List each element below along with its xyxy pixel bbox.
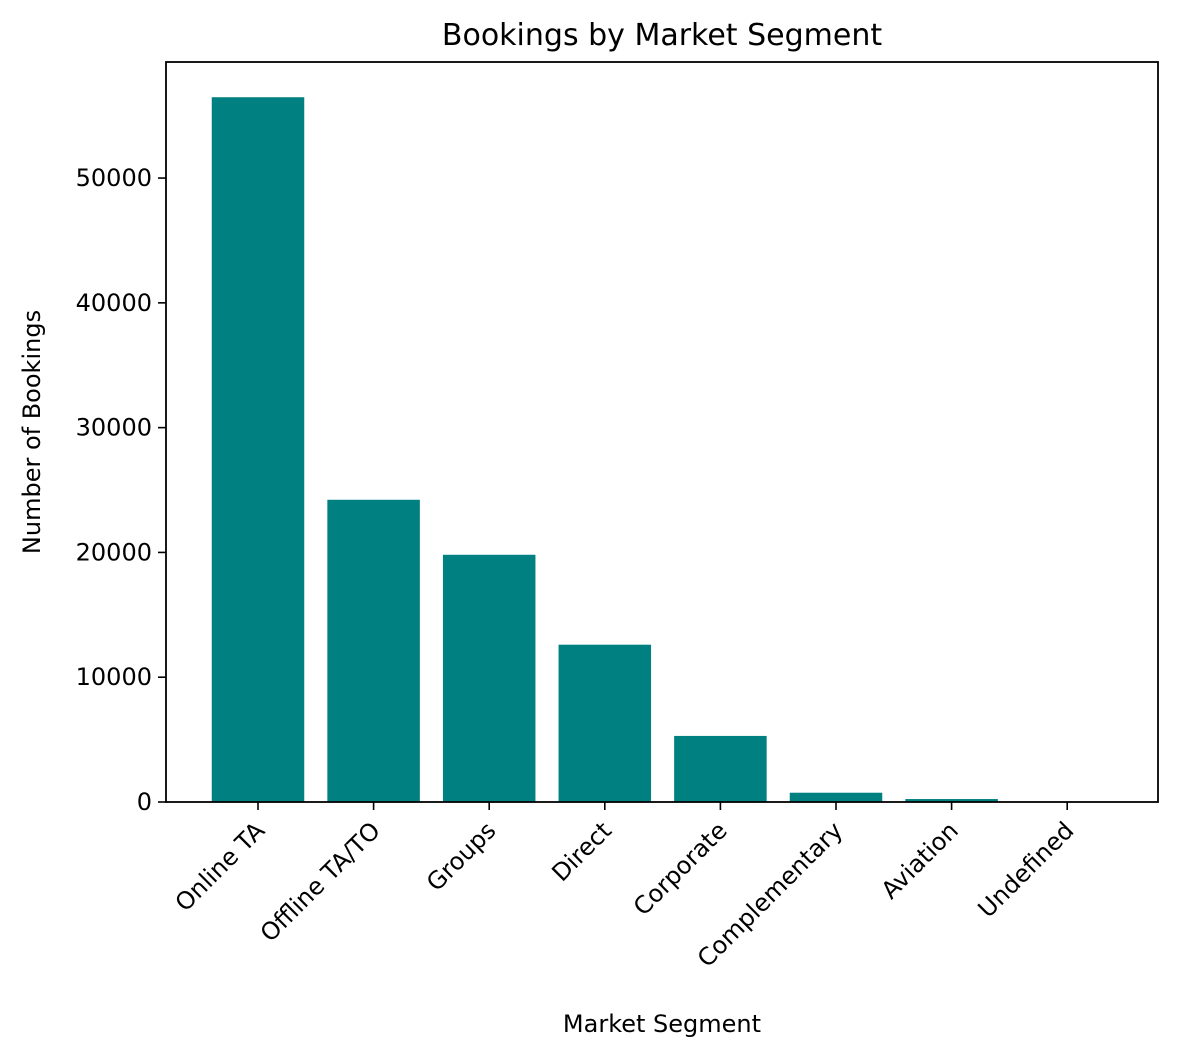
y-tick-label: 10000 — [76, 663, 152, 691]
x-tick-label: Aviation — [876, 816, 964, 904]
x-axis-label: Market Segment — [563, 1010, 761, 1038]
y-tick-label: 0 — [137, 788, 152, 816]
chart-title: Bookings by Market Segment — [442, 18, 882, 53]
plot-frame — [165, 61, 1159, 803]
x-tick-label: Groups — [421, 816, 501, 896]
bars-group — [211, 97, 1114, 802]
bar — [327, 499, 420, 802]
y-tick-label: 20000 — [76, 538, 152, 566]
bar — [558, 644, 652, 802]
y-axis-label: Number of Bookings — [18, 310, 46, 554]
x-tick-label: Offline TA/TO — [255, 816, 386, 947]
bar — [211, 97, 305, 802]
y-axis: 0 10000 20000 30000 40000 50000 — [76, 164, 166, 816]
x-tick-label: Undefined — [973, 816, 1080, 923]
y-tick-label: 30000 — [76, 414, 152, 442]
bar — [789, 792, 883, 802]
bar — [674, 735, 767, 802]
x-tick-label: Online TA — [170, 816, 271, 917]
y-tick-label: 40000 — [76, 289, 152, 317]
x-tick-label: Corporate — [628, 816, 733, 921]
x-tick-label: Direct — [546, 816, 617, 887]
y-tick-label: 50000 — [76, 164, 152, 192]
bar — [905, 799, 998, 802]
bar — [442, 554, 536, 802]
